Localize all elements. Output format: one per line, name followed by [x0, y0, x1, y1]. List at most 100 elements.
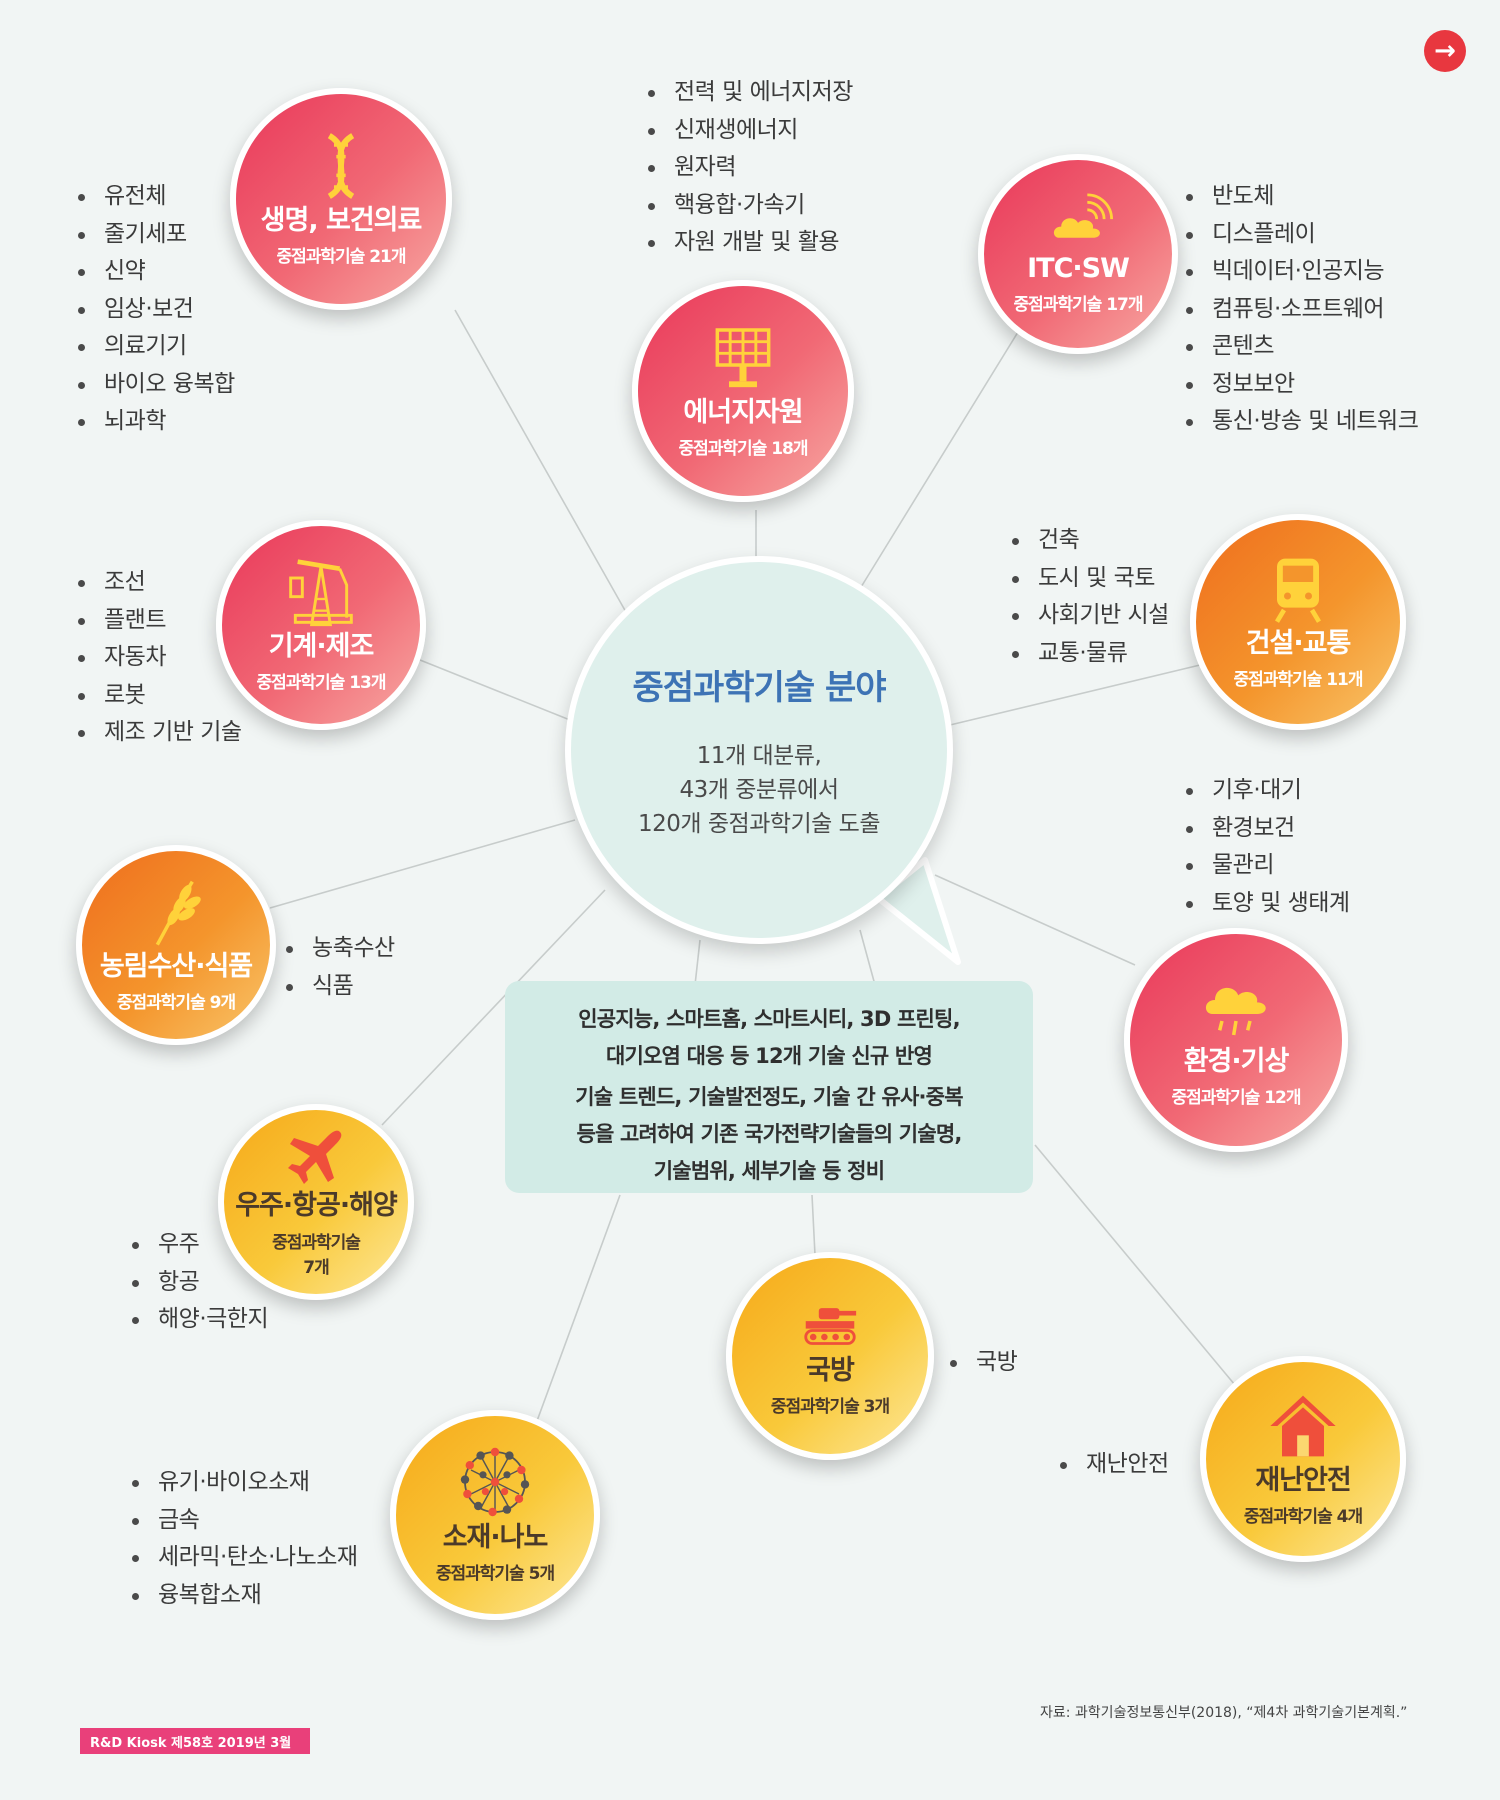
list-item: 디스플레이 [1186, 216, 1418, 254]
list-item: 물관리 [1186, 847, 1350, 885]
list-item: 빅데이터·인공지능 [1186, 253, 1418, 291]
list-item: 국방 [950, 1344, 1018, 1382]
list-item: 플랜트 [78, 602, 242, 640]
notes-line: 기술범위, 세부기술 등 정비 [653, 1159, 885, 1183]
molecule-icon [460, 1447, 530, 1517]
category-title: 농림수산·식품 [99, 950, 253, 982]
list-item: 해양·극한지 [132, 1301, 269, 1339]
list-item: 전력 및 에너지저장 [648, 74, 853, 112]
category-count-number: 7개 [303, 1257, 329, 1278]
list-item: 유전체 [78, 178, 235, 216]
category-title: 생명, 보건의료 [260, 204, 423, 236]
category-disaster-safety: 재난안전 중점과학기술 4개 [1200, 1356, 1406, 1562]
dna-icon [327, 133, 355, 199]
category-construction: 건설·교통 중점과학기술 11개 [1190, 514, 1406, 730]
list-item: 농축수산 [286, 930, 395, 968]
category-count: 중점과학기술 9개 [116, 993, 236, 1014]
category-count: 중점과학기술 5개 [435, 1564, 555, 1585]
list-item: 반도체 [1186, 178, 1418, 216]
energy-item-list: 전력 및 에너지저장 신재생에너지 원자력 핵융합·가속기 자원 개발 및 활용 [648, 74, 853, 262]
disaster-item-list: 재난안전 [1060, 1446, 1169, 1484]
notes-box: 인공지능, 스마트홈, 스마트시티, 3D 프린팅, 대기오염 대응 등 12개… [505, 981, 1033, 1193]
center-line: 11개 대분류, [696, 742, 822, 769]
category-count: 중점과학기술 18개 [678, 439, 808, 460]
list-item: 유기·바이오소재 [132, 1464, 358, 1502]
category-count: 중점과학기술 21개 [276, 247, 406, 268]
list-item: 핵융합·가속기 [648, 187, 853, 225]
list-item: 건축 [1012, 522, 1169, 560]
center-title: 중점과학기술 분야 [632, 667, 886, 708]
list-item: 로봇 [78, 677, 242, 715]
list-item: 세라믹·탄소·나노소재 [132, 1539, 358, 1577]
source-citation: 자료: 과학기술정보통신부(2018), “제4차 과학기술기본계획.” [1040, 1705, 1408, 1721]
category-title: 우주·항공·해양 [235, 1190, 398, 1222]
center-line: 120개 중점과학기술 도출 [638, 810, 880, 837]
list-item: 바이오 융복합 [78, 366, 235, 404]
category-count: 중점과학기술 17개 [1013, 295, 1143, 316]
list-item: 통신·방송 및 네트워크 [1186, 403, 1419, 441]
category-space-aero-ocean: 우주·항공·해양 중점과학기술 7개 [218, 1104, 414, 1300]
category-count: 중점과학기술 4개 [1243, 1507, 1363, 1528]
category-count: 중점과학기술 11개 [1233, 670, 1363, 691]
category-environment: 환경·기상 중점과학기술 12개 [1124, 928, 1348, 1152]
house-icon [1270, 1395, 1336, 1457]
list-item: 뇌과학 [78, 403, 235, 441]
defense-item-list: 국방 [950, 1344, 1018, 1382]
wheat-icon [155, 880, 201, 946]
list-item: 자동차 [78, 639, 242, 677]
category-title: 기계·제조 [268, 630, 375, 662]
notes-line: 대기오염 대응 등 12개 기술 신규 반영 [606, 1044, 933, 1068]
list-item: 줄기세포 [78, 216, 235, 254]
list-item: 정보보안 [1186, 366, 1418, 404]
construction-item-list: 건축 도시 및 국토 사회기반 시설 교통·물류 [1012, 522, 1169, 672]
category-material-nano: 소재·나노 중점과학기술 5개 [390, 1410, 600, 1620]
list-item: 도시 및 국토 [1012, 560, 1169, 598]
bio-item-list: 유전체 줄기세포 신약 임상·보건 의료기기 바이오 융복합 뇌과학 [78, 178, 235, 441]
list-item: 원자력 [648, 149, 853, 187]
train-icon [1274, 558, 1322, 623]
oil-pump-icon [289, 559, 353, 627]
ict-item-list: 반도체 디스플레이 빅데이터·인공지능 컴퓨팅·소프트웨어 콘텐츠 정보보안 통… [1186, 178, 1419, 441]
category-title: 재난안전 [1255, 1464, 1351, 1496]
list-item: 융복합소재 [132, 1577, 358, 1615]
list-item: 제조 기반 기술 [78, 714, 242, 752]
list-item: 콘텐츠 [1186, 328, 1418, 366]
list-item: 임상·보건 [78, 291, 235, 329]
notes-line: 기술 트렌드, 기술발전정도, 기술 간 유사·중복 [575, 1085, 963, 1109]
category-machine: 기계·제조 중점과학기술 13개 [216, 520, 426, 730]
space-item-list: 우주 항공 해양·극한지 [132, 1226, 269, 1339]
notes-paragraph-new-tech: 인공지능, 스마트홈, 스마트시티, 3D 프린팅, 대기오염 대응 등 12개… [521, 1001, 1017, 1075]
list-item: 재난안전 [1060, 1446, 1169, 1484]
category-title: 환경·기상 [1183, 1045, 1290, 1077]
category-title: 건설·교통 [1245, 627, 1352, 659]
center-line: 43개 중분류에서 [679, 776, 839, 803]
list-item: 금속 [132, 1502, 358, 1540]
next-page-button[interactable]: → [1424, 30, 1466, 72]
notes-paragraph-reorganize: 기술 트렌드, 기술발전정도, 기술 간 유사·중복 등을 고려하여 기존 국가… [521, 1079, 1017, 1190]
list-item: 컴퓨팅·소프트웨어 [1186, 291, 1418, 329]
list-item: 토양 및 생태계 [1186, 885, 1350, 923]
category-title: 국방 [806, 1354, 855, 1386]
category-title: 에너지자원 [683, 396, 803, 428]
category-title: 소재·나노 [442, 1521, 549, 1553]
list-item: 자원 개발 및 활용 [648, 224, 853, 262]
notes-line: 등을 고려하여 기존 국가전략기술들의 기술명, [576, 1122, 962, 1146]
list-item: 기후·대기 [1186, 772, 1350, 810]
notes-line: 인공지능, 스마트홈, 스마트시티, 3D 프린팅, [578, 1007, 960, 1031]
category-energy: 에너지자원 중점과학기술 18개 [632, 280, 854, 502]
machine-item-list: 조선 플랜트 자동차 로봇 제조 기반 기술 [78, 564, 242, 752]
cloud-wifi-icon [1053, 193, 1113, 238]
airplane-icon [288, 1131, 342, 1185]
category-count: 중점과학기술 13개 [256, 673, 386, 694]
list-item: 항공 [132, 1264, 268, 1302]
env-item-list: 기후·대기 환경보건 물관리 토양 및 생태계 [1186, 772, 1350, 922]
category-defense: 국방 중점과학기술 3개 [726, 1252, 934, 1460]
nano-item-list: 유기·바이오소재 금속 세라믹·탄소·나노소재 융복합소재 [132, 1464, 358, 1614]
list-item: 식품 [286, 968, 395, 1006]
category-count: 중점과학기술 12개 [1171, 1088, 1301, 1109]
list-item: 환경보건 [1186, 810, 1350, 848]
category-agri-food: 농림수산·식품 중점과학기술 9개 [76, 845, 276, 1045]
category-bio-health: 생명, 보건의료 중점과학기술 21개 [230, 88, 452, 310]
category-title: ITC·SW [1027, 252, 1130, 284]
